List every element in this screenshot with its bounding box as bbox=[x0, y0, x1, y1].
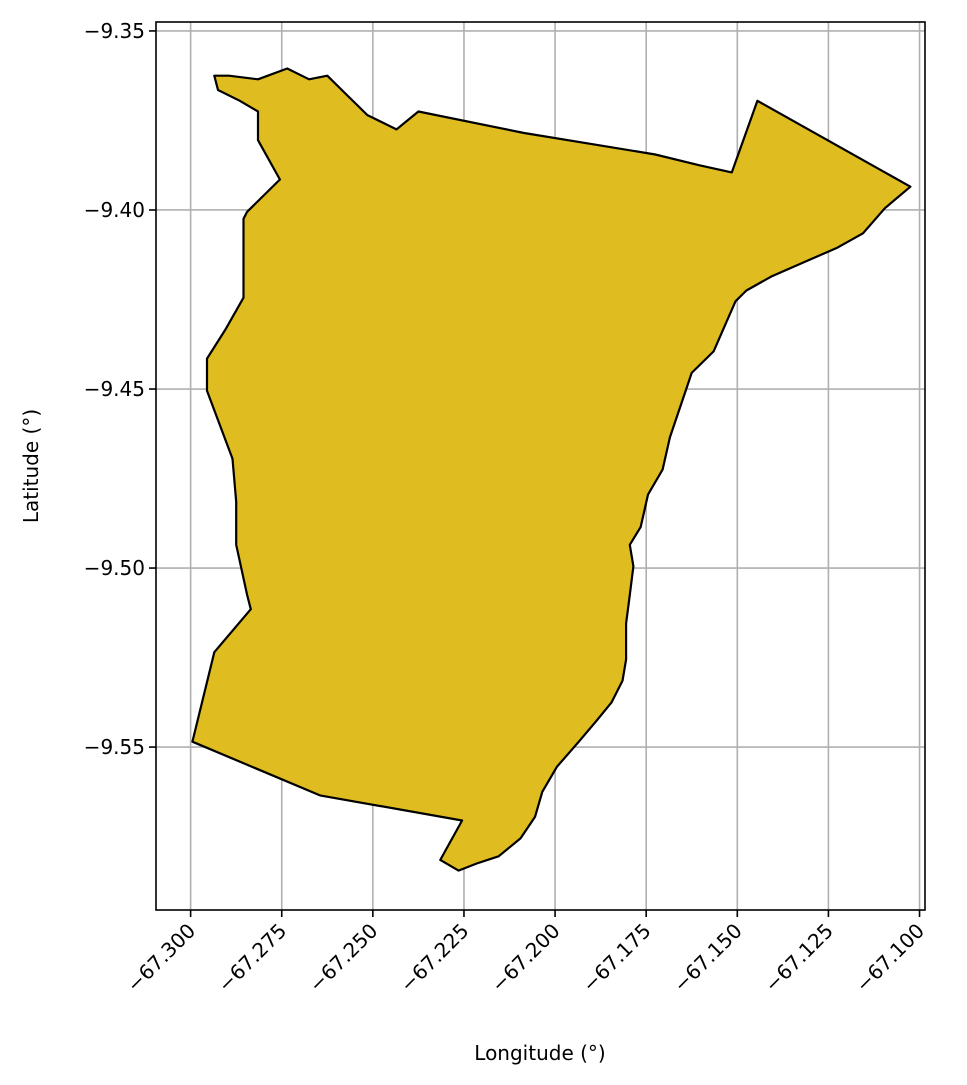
region-polygon bbox=[191, 67, 912, 872]
axes-frame bbox=[155, 21, 926, 911]
y-tick-label: −9.40 bbox=[84, 198, 145, 222]
x-axis-label: Longitude (°) bbox=[474, 1041, 605, 1065]
y-tick-label: −9.35 bbox=[84, 19, 145, 43]
y-tick-label: −9.45 bbox=[84, 377, 145, 401]
y-tick-label: −9.50 bbox=[84, 556, 145, 580]
y-tick-label: −9.55 bbox=[84, 735, 145, 759]
y-axis-label: Latitude (°) bbox=[19, 409, 43, 523]
